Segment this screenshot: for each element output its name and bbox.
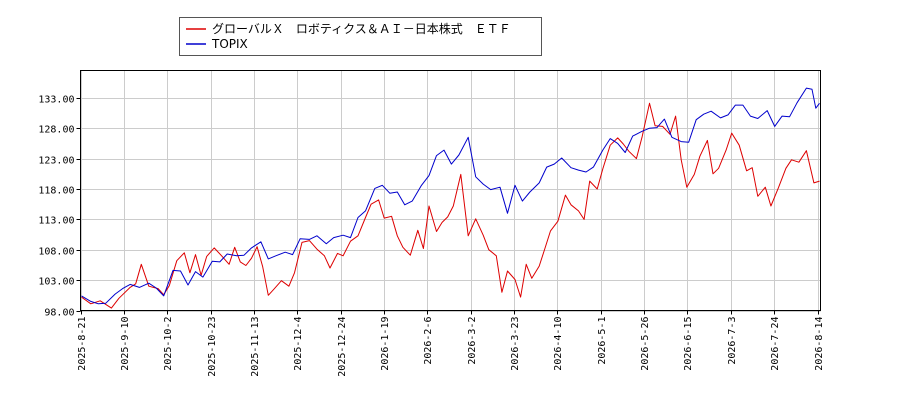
x-tick-label: 2026-7-24 <box>770 317 781 371</box>
y-tick-label: 108.00 <box>38 247 74 258</box>
x-tick-label: 2026-5-1 <box>597 317 608 365</box>
y-tick-label: 98.00 <box>44 308 74 319</box>
y-axis-ticks: 98.00 103.00 108.00 113.00 118.00 123.00 128.0… <box>38 95 81 319</box>
y-tick-label: 103.00 <box>38 277 74 288</box>
y-tick-label: 113.00 <box>38 216 74 227</box>
legend-box: グローバルＸ ロボティクス＆ＡＩ－日本株式 ＥＴＦ TOPIX <box>179 17 542 56</box>
legend-frame <box>179 17 542 56</box>
x-tick-label: 2025-11-13 <box>250 317 261 377</box>
x-tick-label: 2025-12-4 <box>293 317 304 371</box>
x-tick-label: 2025-9-10 <box>120 317 131 371</box>
y-tick-label: 118.00 <box>38 186 74 197</box>
series-line-1 <box>81 102 820 309</box>
series-lines <box>81 87 820 309</box>
x-tick-label: 2026-1-19 <box>380 317 391 371</box>
x-tick-label: 2025-10-2 <box>163 317 174 371</box>
legend-label-series-2: TOPIX <box>211 37 248 51</box>
x-tick-label: 2026-6-15 <box>683 317 694 371</box>
x-axis-ticks: 2025-8-21 2025-9-10 2025-10-2 2025-10-23 202… <box>77 310 825 377</box>
plot-frame <box>80 70 821 311</box>
grid <box>80 70 821 312</box>
series-line-2 <box>81 87 820 305</box>
x-tick-label: 2026-3-23 <box>510 317 521 371</box>
x-tick-label: 2026-2-6 <box>423 317 434 365</box>
x-tick-label: 2025-10-23 <box>207 317 218 377</box>
legend-label-series-1: グローバルＸ ロボティクス＆ＡＩ－日本株式 ＥＴＦ <box>212 21 511 36</box>
y-tick-label: 133.00 <box>38 95 74 106</box>
x-tick-label: 2026-4-10 <box>553 317 564 371</box>
x-tick-label: 2026-8-14 <box>814 317 825 371</box>
y-tick-label: 123.00 <box>38 156 74 167</box>
x-tick-label: 2025-12-24 <box>337 317 348 377</box>
x-tick-label: 2025-8-21 <box>77 317 88 371</box>
x-tick-label: 2026-7-3 <box>727 317 738 365</box>
y-tick-label: 128.00 <box>38 125 74 136</box>
x-tick-label: 2026-3-2 <box>467 317 478 365</box>
x-tick-label: 2026-5-26 <box>640 317 651 371</box>
